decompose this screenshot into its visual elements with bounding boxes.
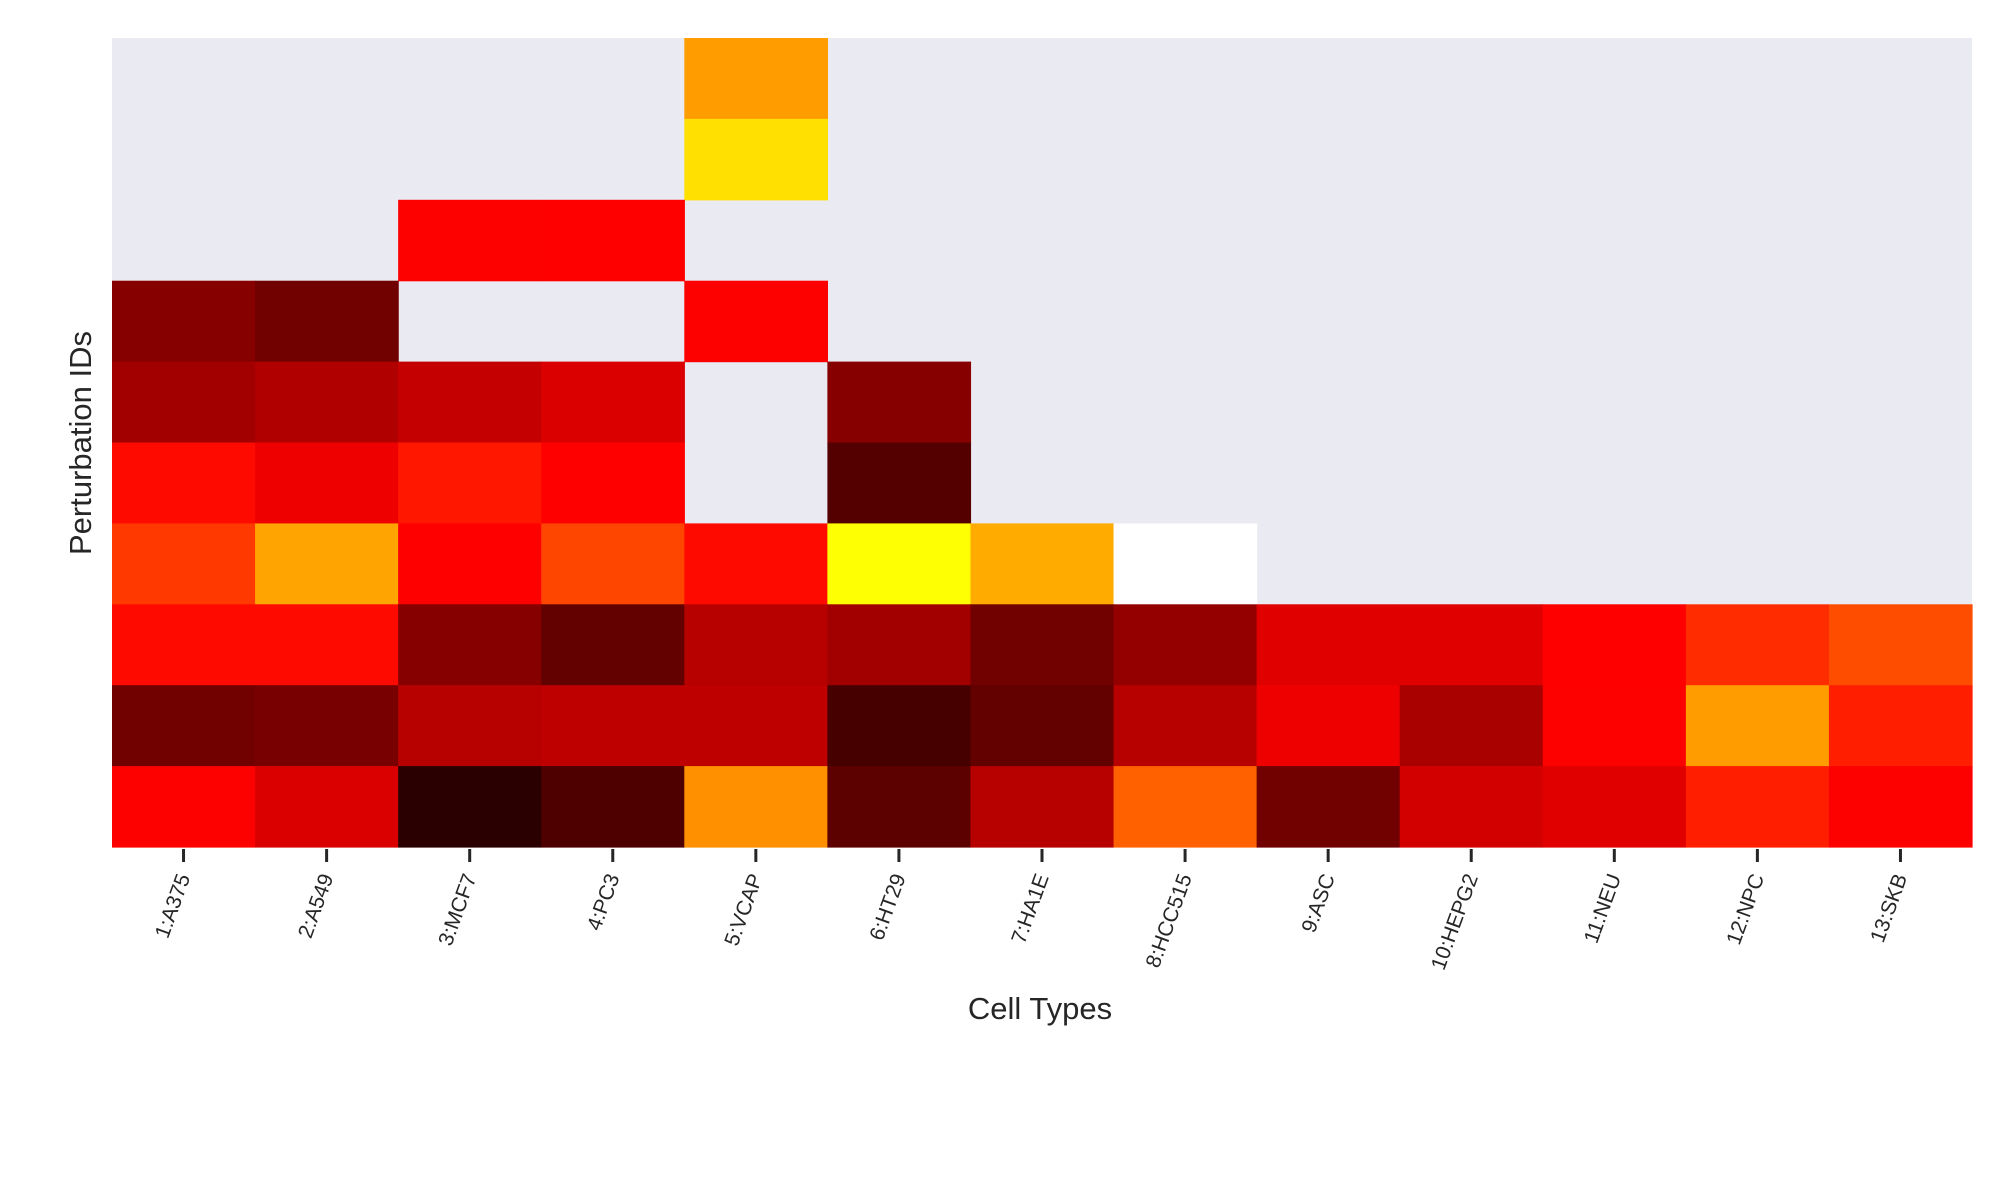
- heatmap-cell: [255, 604, 399, 686]
- heatmap-cell: [255, 442, 399, 524]
- heatmap-cell: [1399, 685, 1544, 767]
- heatmap-cell: [112, 685, 256, 767]
- heatmap-cell: [255, 766, 399, 848]
- heatmap-cell: [1542, 766, 1687, 848]
- heatmap-cell: [827, 523, 972, 605]
- heatmap-cell: [541, 604, 685, 686]
- heatmap-cell: [398, 604, 542, 686]
- x-tick-label: 6:HT29: [865, 871, 910, 944]
- heatmap-cell: [1685, 604, 1830, 686]
- heatmap-cell: [1685, 685, 1830, 767]
- heatmap-cell: [255, 361, 399, 444]
- heatmap-cell: [398, 523, 542, 605]
- heatmap-cell: [827, 685, 972, 767]
- heatmap-cell: [1542, 685, 1687, 767]
- x-tick-label: 1:A375: [151, 871, 195, 941]
- x-tick-label: 3:MCF7: [434, 871, 481, 949]
- x-tick-label: 8:HCC515: [1142, 871, 1197, 971]
- heatmap-cell: [1113, 523, 1258, 605]
- heatmap-cell: [112, 604, 256, 686]
- heatmap-cell: [827, 442, 972, 524]
- heatmap-cell: [1113, 685, 1258, 767]
- heatmap-cell: [970, 766, 1115, 848]
- x-tick-label: 7:HA1E: [1007, 871, 1053, 947]
- heatmap-cell: [684, 38, 828, 120]
- heatmap-cell: [1828, 685, 1973, 767]
- heatmap-cell: [827, 361, 972, 444]
- heatmap-cell: [541, 766, 685, 848]
- heatmap-cell: [827, 604, 972, 686]
- heatmap-cell: [112, 766, 256, 848]
- heatmap-cell: [1256, 685, 1401, 767]
- heatmap-cells: [112, 38, 1973, 848]
- heatmap-cell: [1828, 604, 1973, 686]
- heatmap-cell: [1113, 766, 1258, 848]
- heatmap-cell: [684, 280, 828, 363]
- heatmap-cell: [684, 604, 828, 686]
- x-tick-label: 10:HEPG2: [1427, 871, 1483, 973]
- heatmap-cell: [112, 442, 256, 524]
- x-tick-label: 9:ASC: [1297, 871, 1339, 936]
- x-tick-label: 5:VCAP: [720, 871, 767, 949]
- x-tick-label: 12:NPC: [1722, 871, 1769, 948]
- x-axis-ticks: 1:A375 2:A549 3:MCF7 4:PC3 5:VCAP 6:HT29 7:HA1…: [151, 849, 1912, 973]
- heatmap-cell: [541, 199, 685, 282]
- x-tick-label: 11:NEU: [1580, 871, 1626, 947]
- heatmap-cell: [1399, 604, 1544, 686]
- heatmap-cell: [255, 280, 399, 363]
- heatmap-cell: [684, 118, 828, 201]
- heatmap-cell: [398, 361, 542, 444]
- heatmap-cell: [684, 685, 828, 767]
- x-tick-label: 13:SKB: [1866, 871, 1912, 946]
- heatmap-cell: [398, 199, 542, 282]
- x-tick-label: 2:A549: [294, 871, 338, 941]
- heatmap-cell: [541, 523, 685, 605]
- heatmap-cell: [827, 766, 972, 848]
- heatmap-cell: [1256, 604, 1401, 686]
- heatmap-cell: [970, 685, 1115, 767]
- heatmap-cell: [1542, 604, 1687, 686]
- heatmap-cell: [1256, 766, 1401, 848]
- heatmap-cell: [1113, 604, 1258, 686]
- heatmap-cell: [684, 523, 828, 605]
- heatmap-cell: [541, 442, 685, 524]
- heatmap-cell: [541, 685, 685, 767]
- heatmap-cell: [970, 523, 1115, 605]
- heatmap-cell: [112, 361, 256, 444]
- heatmap-cell: [1828, 766, 1973, 848]
- heatmap-cell: [112, 280, 256, 363]
- heatmap-cell: [1685, 766, 1830, 848]
- heatmap-cell: [398, 685, 542, 767]
- heatmap-cell: [398, 766, 542, 848]
- heatmap-cell: [1399, 766, 1544, 848]
- heatmap-cell: [112, 523, 256, 605]
- heatmap-cell: [255, 523, 399, 605]
- x-axis-title: Cell Types: [968, 991, 1112, 1026]
- y-axis-title: Perturbation IDs: [63, 331, 98, 555]
- heatmap-cell: [970, 604, 1115, 686]
- heatmap-cell: [541, 361, 685, 444]
- x-tick-label: 4:PC3: [583, 871, 625, 934]
- heatmap-cell: [684, 766, 828, 848]
- heatmap-cell: [398, 442, 542, 524]
- heatmap-cell: [255, 685, 399, 767]
